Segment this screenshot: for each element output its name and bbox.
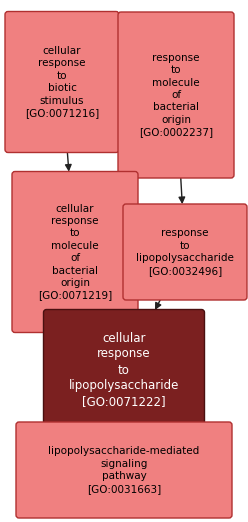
FancyBboxPatch shape bbox=[16, 422, 232, 518]
Text: response
to
molecule
of
bacterial
origin
[GO:0002237]: response to molecule of bacterial origin… bbox=[139, 53, 213, 137]
FancyBboxPatch shape bbox=[123, 204, 247, 300]
Text: lipopolysaccharide-mediated
signaling
pathway
[GO:0031663]: lipopolysaccharide-mediated signaling pa… bbox=[48, 446, 200, 494]
FancyBboxPatch shape bbox=[118, 12, 234, 178]
Text: cellular
response
to
biotic
stimulus
[GO:0071216]: cellular response to biotic stimulus [GO… bbox=[25, 46, 99, 118]
FancyBboxPatch shape bbox=[12, 172, 138, 333]
FancyBboxPatch shape bbox=[43, 310, 205, 431]
FancyBboxPatch shape bbox=[5, 11, 119, 152]
Text: response
to
lipopolysaccharide
[GO:0032496]: response to lipopolysaccharide [GO:00324… bbox=[136, 229, 234, 276]
Text: cellular
response
to
molecule
of
bacterial
origin
[GO:0071219]: cellular response to molecule of bacteri… bbox=[38, 204, 112, 300]
Text: cellular
response
to
lipopolysaccharide
[GO:0071222]: cellular response to lipopolysaccharide … bbox=[69, 331, 179, 409]
